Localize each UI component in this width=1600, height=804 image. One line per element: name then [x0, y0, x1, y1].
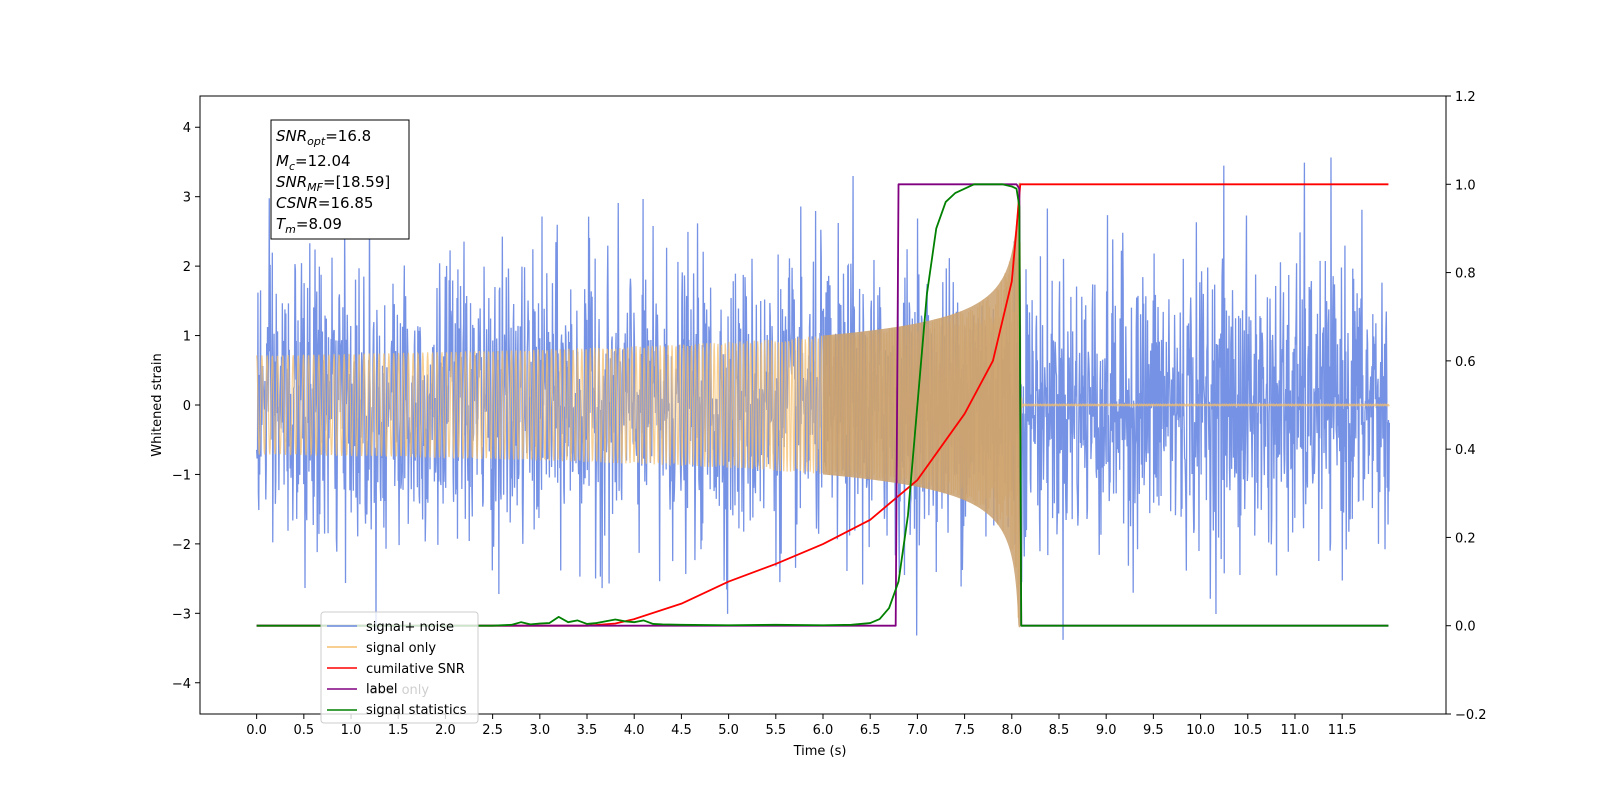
x-tick-label: 8.0 [1001, 723, 1022, 738]
x-tick-label: 2.5 [482, 723, 503, 738]
x-tick-label: 4.5 [671, 723, 692, 738]
legend-label-label-only: label only [366, 683, 429, 698]
y-left-tick-label: 0 [183, 399, 191, 414]
series-signal-statistics-line [256, 183, 1389, 627]
legend-label-signal-only: signal only [366, 641, 436, 656]
x-tick-label: 4.0 [624, 723, 645, 738]
x-tick-label: 1.5 [388, 723, 409, 738]
y-axis-right: 1.2 1.0 0.8 0.6 0.4 0.2 0.0 −0.2 [1446, 90, 1487, 723]
y-left-tick-label: −3 [172, 607, 191, 622]
legend-label-signal-statistics: signal statistics [366, 703, 467, 718]
y-left-tick-label: 4 [183, 121, 191, 136]
y-left-tick-label: 3 [183, 191, 191, 206]
info-tm-value: =8.09 [296, 215, 342, 233]
series-cumulative-snr-line [256, 183, 1389, 627]
info-mc-subscript: c [289, 160, 295, 173]
y-right-tick-label: 0.4 [1455, 443, 1476, 458]
y-axis-left: 4 3 2 1 0 −1 −2 −3 −4 [172, 121, 200, 692]
info-csnr-symbol: CSNR [276, 194, 318, 212]
legend-label-label: label [366, 682, 397, 697]
x-tick-label: 1.0 [341, 723, 362, 738]
y-right-tick-label: 0.6 [1455, 355, 1476, 370]
info-box: SNRopt=16.8 Mc=12.04 SNRMF=[18.59] CSNR=… [270, 119, 410, 240]
info-csnr-value: =16.85 [318, 194, 374, 212]
x-tick-label: 3.0 [529, 723, 550, 738]
info-snr-mf-value: =[18.59] [323, 173, 390, 191]
y-left-tick-label: 1 [183, 330, 191, 345]
x-tick-label: 10.5 [1233, 723, 1262, 738]
y-right-tick-label: −0.2 [1455, 708, 1487, 723]
legend-label-signal-noise: signal+ noise [366, 620, 454, 635]
info-mc-value: =12.04 [295, 152, 351, 170]
x-tick-label: 9.0 [1096, 723, 1117, 738]
x-tick-label: 5.0 [718, 723, 739, 738]
x-tick-label: 2.0 [435, 723, 456, 738]
legend-label-cumulative-snr: cumilative SNR [366, 662, 465, 677]
info-snr-opt: SNRopt=16.8 [276, 127, 371, 148]
y-left-tick-label: −1 [172, 468, 191, 483]
info-csnr: CSNR=16.85 [276, 194, 373, 212]
info-tm: Tm=8.09 [276, 215, 342, 236]
y-left-tick-label: 2 [183, 260, 191, 275]
y-axis-label-left: Whitened strain [150, 353, 165, 456]
x-tick-label: 9.5 [1143, 723, 1164, 738]
y-left-tick-label: −2 [172, 538, 191, 553]
series-signal-noise-line [255, 157, 1391, 640]
x-axis-label: Time (s) [793, 744, 847, 759]
y-right-tick-label: 1.0 [1455, 178, 1476, 193]
legend-frame [320, 611, 479, 724]
info-snr-mf-symbol: SNR [276, 173, 307, 191]
x-tick-label: 8.5 [1049, 723, 1070, 738]
y-left-tick-label: −4 [172, 677, 191, 692]
x-tick-label: 6.0 [813, 723, 834, 738]
y-right-tick-label: 0.0 [1455, 620, 1476, 635]
series-signal-only-envelope [823, 182, 1021, 628]
info-tm-subscript: m [285, 223, 296, 236]
info-snr-opt-subscript: opt [307, 135, 326, 148]
x-tick-label: 7.0 [907, 723, 928, 738]
y-right-tick-label: 0.8 [1455, 267, 1476, 282]
series-layer [255, 157, 1391, 640]
x-tick-label: 0.0 [246, 723, 267, 738]
x-axis: 0.0 0.5 1.0 1.5 2.0 2.5 3.0 3.5 4.0 4.5 5.0 5.5 6.0 6… [246, 714, 1357, 738]
info-snr-opt-symbol: SNR [276, 127, 307, 145]
info-snr-opt-value: =16.8 [325, 127, 371, 145]
info-snr-mf: SNRMF=[18.59] [276, 173, 390, 194]
info-tm-symbol: T [276, 215, 287, 233]
x-tick-label: 11.0 [1280, 723, 1309, 738]
x-tick-label: 5.5 [765, 723, 786, 738]
info-mc-symbol: M [276, 152, 289, 170]
info-snr-mf-subscript: MF [307, 181, 323, 194]
x-tick-label: 11.5 [1328, 723, 1357, 738]
x-tick-label: 10.0 [1186, 723, 1215, 738]
x-tick-label: 7.5 [954, 723, 975, 738]
y-right-tick-label: 0.2 [1455, 531, 1476, 546]
x-tick-label: 0.5 [293, 723, 314, 738]
x-tick-label: 3.5 [577, 723, 598, 738]
x-tick-label: 6.5 [860, 723, 881, 738]
info-box-frame [270, 119, 410, 240]
info-mc: Mc=12.04 [276, 152, 351, 173]
legend: signal+ noise signal only cumilative SNR… [320, 611, 479, 724]
y-right-tick-label: 1.2 [1455, 90, 1476, 105]
